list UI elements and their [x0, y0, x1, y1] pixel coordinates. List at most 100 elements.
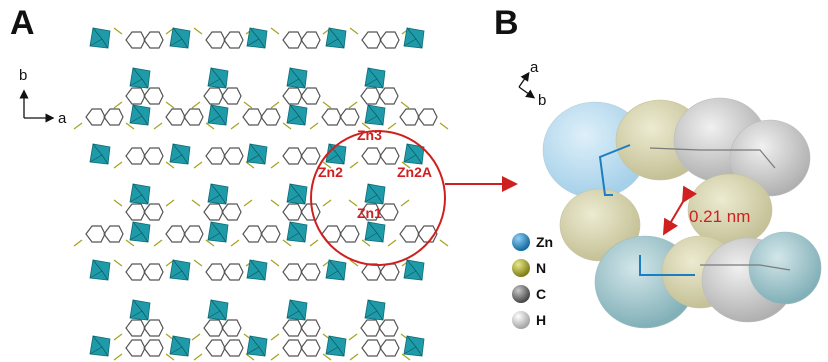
organic-linker — [270, 87, 332, 109]
zn1-label: Zn1 — [357, 205, 382, 221]
zn-tetrahedron — [286, 299, 308, 321]
zn-tetrahedron — [207, 104, 229, 126]
zn-tetrahedron — [89, 335, 111, 357]
organic-linker — [193, 259, 255, 281]
organic-linker — [230, 108, 292, 130]
axis-b-label: b — [19, 67, 27, 84]
organic-linker — [309, 108, 371, 130]
organic-linker — [348, 87, 410, 109]
zn-tetrahedron — [286, 221, 308, 243]
zn-tetrahedron — [286, 183, 308, 205]
zn-tetrahedron — [207, 221, 229, 243]
zn-tetrahedron — [246, 259, 268, 281]
stick-bonds — [598, 144, 791, 276]
organic-linker — [270, 319, 332, 341]
organic-linker — [270, 259, 332, 281]
organic-linker — [309, 225, 371, 247]
organic-linker — [73, 225, 135, 247]
zn-tetrahedron — [246, 27, 268, 49]
zn-tetrahedron — [325, 27, 347, 49]
organic-linker — [113, 259, 175, 281]
zn-tetrahedron — [364, 67, 386, 89]
panel-b-axis-indicator: a b — [518, 59, 546, 109]
organic-linker — [113, 339, 175, 361]
zn-tetrahedron — [129, 67, 151, 89]
legend-atom-c — [512, 285, 530, 303]
organic-linker — [191, 87, 253, 109]
mof-framework-structure — [73, 27, 449, 361]
zn3-label: Zn3 — [357, 127, 382, 143]
organic-linker — [349, 339, 411, 361]
organic-linker — [73, 108, 135, 130]
organic-linker — [349, 27, 411, 49]
zn-tetrahedron — [325, 335, 347, 357]
zn-tetrahedron — [129, 183, 151, 205]
legend-atom-zn — [512, 233, 530, 251]
organic-linker — [349, 147, 411, 169]
zn-tetrahedron — [169, 335, 191, 357]
zn-tetrahedron — [207, 299, 229, 321]
organic-linker — [348, 319, 410, 341]
zn-tetrahedron — [169, 143, 191, 165]
legend-atom-n — [512, 259, 530, 277]
zn-tetrahedron — [364, 183, 386, 205]
highlight-circle — [310, 130, 446, 266]
zn-tetrahedron — [403, 335, 425, 357]
zn-tetrahedron — [169, 27, 191, 49]
zn-tetrahedron — [246, 335, 268, 357]
zn-tetrahedron — [403, 27, 425, 49]
organic-linker — [230, 225, 292, 247]
panel-b-letter: B — [494, 4, 519, 42]
zn-tetrahedron — [325, 259, 347, 281]
panel-a-axis-indicator: b a — [19, 67, 67, 127]
organic-linker — [387, 108, 449, 130]
organic-linker — [191, 319, 253, 341]
legend-label-c: C — [536, 286, 546, 302]
organic-linker — [270, 199, 332, 221]
zn-tetrahedron — [403, 143, 425, 165]
zn-tetrahedron — [364, 104, 386, 126]
distance-arrow — [662, 185, 698, 236]
zn-tetrahedron — [403, 259, 425, 281]
legend-label-h: H — [536, 312, 546, 328]
zn-tetrahedron — [89, 143, 111, 165]
zn-tetrahedron — [89, 27, 111, 49]
zn2-label: Zn2 — [318, 164, 343, 180]
organic-linker — [270, 339, 332, 361]
legend-label-zn: Zn — [536, 234, 553, 250]
organic-linker — [113, 147, 175, 169]
zn-tetrahedron — [364, 221, 386, 243]
zn-tetrahedron — [169, 259, 191, 281]
organic-linker — [113, 27, 175, 49]
zn-tetrahedron — [129, 221, 151, 243]
legend-atom-h — [512, 311, 530, 329]
organic-linker — [193, 27, 255, 49]
distance-label: 0.21 nm — [689, 207, 750, 226]
zn-tetrahedron — [207, 183, 229, 205]
zn-tetrahedron — [89, 259, 111, 281]
organic-linker — [191, 199, 253, 221]
axis-a-label-b: a — [530, 59, 539, 76]
organic-linker — [113, 199, 175, 221]
panel-a-letter: A — [10, 4, 35, 42]
space-filling-model — [542, 97, 822, 329]
zn-tetrahedron — [129, 104, 151, 126]
organic-linker — [348, 199, 410, 221]
organic-linker — [387, 225, 449, 247]
legend-label-n: N — [536, 260, 546, 276]
zn-tetrahedron — [286, 67, 308, 89]
organic-linker — [193, 339, 255, 361]
organic-linker — [153, 225, 215, 247]
zn-tetrahedron — [129, 299, 151, 321]
organic-linker — [270, 27, 332, 49]
zn-tetrahedron — [286, 104, 308, 126]
organic-linker — [113, 319, 175, 341]
element-legend: Zn NCH — [512, 233, 553, 329]
zn-tetrahedron — [207, 67, 229, 89]
zn-tetrahedron — [364, 299, 386, 321]
zn-tetrahedron — [246, 143, 268, 165]
zn2a-label: Zn2A — [397, 164, 432, 180]
organic-linker — [193, 147, 255, 169]
organic-linker — [113, 87, 175, 109]
